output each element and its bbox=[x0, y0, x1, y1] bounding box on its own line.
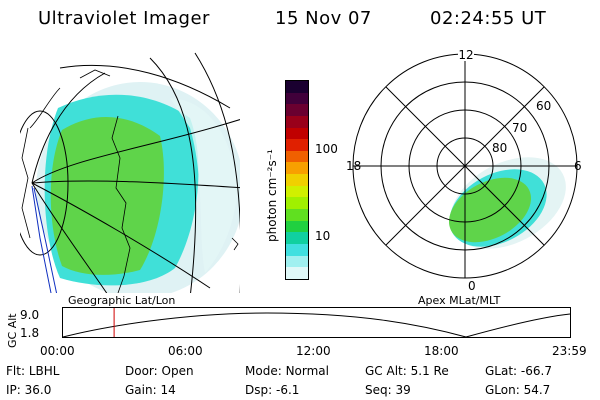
colorbar-band bbox=[286, 92, 308, 105]
polar-grid bbox=[352, 53, 578, 279]
colorbar-band bbox=[286, 150, 308, 163]
colorbar-band bbox=[286, 162, 308, 175]
altitude-plot-frame bbox=[62, 307, 571, 338]
time-label: 02:24:55 UT bbox=[430, 8, 547, 29]
colorbar-unit-label: photon cm⁻²s⁻¹ bbox=[265, 149, 279, 242]
colorbar-tick-100: 100 bbox=[315, 142, 338, 156]
lat-label-80: 80 bbox=[492, 141, 507, 155]
status-mode: Mode: Normal bbox=[245, 364, 329, 378]
graticule bbox=[20, 52, 240, 293]
colorbar-band bbox=[286, 209, 308, 221]
status-seq: Seq: 39 bbox=[365, 383, 411, 397]
mlt-label-6: 6 bbox=[574, 159, 582, 173]
colorbar-band bbox=[286, 243, 308, 256]
instrument-title: Ultraviolet Imager bbox=[38, 8, 210, 29]
colorbar-tick-10: 10 bbox=[315, 229, 331, 243]
status-flt: Flt: LBHL bbox=[6, 364, 60, 378]
geographic-map bbox=[20, 52, 240, 293]
colorbar-band bbox=[286, 81, 308, 93]
altitude-curve bbox=[62, 312, 571, 338]
status-glat: GLat: -66.7 bbox=[485, 364, 552, 378]
colorbar-band bbox=[286, 174, 308, 186]
colorbar-band bbox=[286, 104, 308, 116]
status-dsp: Dsp: -6.1 bbox=[245, 383, 300, 397]
mlt-label-18: 18 bbox=[346, 159, 361, 173]
aurora-green-region bbox=[50, 117, 164, 275]
date-label: 15 Nov 07 bbox=[275, 8, 372, 29]
status-glon: GLon: 54.7 bbox=[485, 383, 551, 397]
mlt-label-12: 12 bbox=[458, 48, 473, 62]
colorbar-band bbox=[286, 115, 308, 128]
mlt-label-0: 0 bbox=[468, 279, 476, 293]
status-gc-alt: GC Alt: 5.1 Re bbox=[365, 364, 449, 378]
x-tick-0000: 00:00 bbox=[40, 344, 75, 358]
polar-plot: 12 18 6 0 60 70 80 bbox=[346, 48, 582, 293]
coastlines bbox=[21, 69, 239, 293]
altitude-ytick-min: 1.8 bbox=[20, 326, 40, 340]
colorbar-band bbox=[286, 232, 308, 244]
altitude-plot bbox=[62, 307, 571, 338]
colorbar-band bbox=[286, 255, 308, 268]
status-door: Door: Open bbox=[125, 364, 194, 378]
x-tick-1200: 12:00 bbox=[296, 344, 331, 358]
lat-label-70: 70 bbox=[512, 121, 527, 135]
status-ip: IP: 36.0 bbox=[6, 383, 52, 397]
colorbar-band bbox=[286, 139, 308, 151]
track-lines bbox=[31, 185, 58, 293]
polar-caption: Apex MLat/MLT bbox=[418, 294, 501, 307]
colorbar-band bbox=[286, 127, 308, 140]
x-tick-0600: 06:00 bbox=[168, 344, 203, 358]
status-gain: Gain: 14 bbox=[125, 383, 176, 397]
x-tick-2359: 23:59 bbox=[552, 344, 587, 358]
map-caption: Geographic Lat/Lon bbox=[68, 294, 176, 307]
x-tick-1800: 18:00 bbox=[424, 344, 459, 358]
colorbar-band bbox=[286, 185, 308, 198]
lat-label-60: 60 bbox=[536, 99, 551, 113]
colorbar bbox=[285, 80, 309, 280]
colorbar-band bbox=[286, 220, 308, 233]
colorbar-band bbox=[286, 197, 308, 210]
colorbar-band bbox=[286, 267, 308, 279]
altitude-ylabel: GC Alt bbox=[6, 313, 19, 348]
altitude-ytick-max: 9.0 bbox=[20, 308, 40, 322]
